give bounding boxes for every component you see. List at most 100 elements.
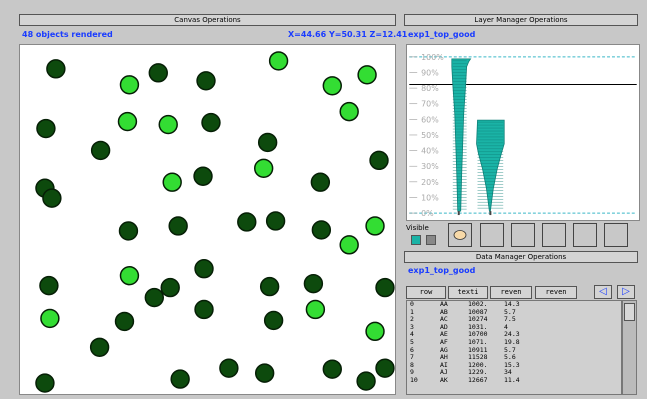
rendered-object-dot[interactable]: [42, 188, 62, 208]
column-header-reven-2[interactable]: reven: [535, 286, 577, 299]
column-header-reven[interactable]: reven: [490, 286, 532, 299]
table-row[interactable]: 1 AB 10087 5.7: [407, 307, 621, 317]
table-cell: 6: [410, 345, 414, 354]
table-cell: AK: [440, 375, 448, 384]
rendered-object-dot[interactable]: [196, 71, 216, 91]
rendered-object-dot[interactable]: [268, 51, 289, 71]
y-tick-label: 40%: [421, 147, 439, 156]
table-cell: 10911: [468, 345, 488, 354]
table-row[interactable]: 7 AH 11528 5.6: [407, 354, 621, 362]
visible-toggle-off[interactable]: [426, 235, 436, 245]
visible-toggle-on[interactable]: [411, 235, 421, 245]
table-cell: 34: [504, 368, 512, 377]
y-tick-label: 10%: [421, 193, 439, 202]
rendered-object-dot[interactable]: [118, 221, 139, 241]
table-cell: 1031.: [468, 322, 488, 331]
rendered-object-dot[interactable]: [193, 166, 213, 186]
rendered-object-dot[interactable]: [39, 275, 59, 296]
rendered-object-dot[interactable]: [339, 101, 359, 122]
table-row[interactable]: 3 AD 1031. 4: [407, 322, 621, 332]
visible-label: Visible: [406, 224, 429, 232]
rendered-object-dot[interactable]: [90, 140, 111, 161]
rendered-object-dot[interactable]: [194, 259, 214, 279]
data-manager-operations-bar[interactable]: Data Manager Operations: [404, 251, 638, 263]
rendered-object-dot[interactable]: [237, 212, 257, 232]
rendered-object-dot[interactable]: [322, 76, 342, 96]
layer-slot-button[interactable]: [604, 223, 628, 247]
rendered-object-dot[interactable]: [322, 359, 342, 379]
rendered-object-dot[interactable]: [265, 211, 286, 231]
table-cell: 5.7: [504, 307, 516, 316]
rendered-object-dot[interactable]: [375, 358, 395, 378]
rendered-object-dot[interactable]: [35, 373, 55, 393]
column-header-row[interactable]: row: [406, 286, 446, 299]
rendered-object-dot[interactable]: [356, 371, 376, 391]
rendered-object-dot[interactable]: [263, 310, 284, 331]
render-canvas[interactable]: [19, 44, 396, 395]
table-row[interactable]: 6 AG 10911 5.7: [407, 345, 621, 355]
table-cell: 5.6: [504, 353, 516, 362]
rendered-object-dot[interactable]: [117, 111, 138, 132]
table-cell: 5.7: [504, 345, 516, 354]
next-page-button[interactable]: ▷: [617, 285, 635, 299]
rendered-object-dot[interactable]: [36, 118, 56, 139]
table-row[interactable]: 9 AJ 1229. 34: [407, 369, 621, 377]
rendered-object-dot[interactable]: [158, 114, 178, 135]
table-cell: AF: [440, 337, 448, 346]
rendered-object-dot[interactable]: [201, 112, 221, 133]
rendered-object-dot[interactable]: [46, 59, 66, 79]
rendered-object-dot[interactable]: [119, 265, 140, 286]
table-row[interactable]: 4 AE 10700 24.3: [407, 331, 621, 339]
table-row[interactable]: 5 AF 1071. 19.8: [407, 337, 621, 347]
table-row[interactable]: 10 AK 12667 11.4: [407, 375, 621, 385]
y-tick-label: 20%: [421, 178, 439, 187]
table-cell: 7.5: [504, 315, 516, 324]
rendered-object-dot[interactable]: [254, 363, 275, 383]
rendered-object-dot[interactable]: [365, 321, 385, 342]
rendered-object-dot[interactable]: [369, 150, 389, 171]
layer-slot-button[interactable]: [480, 223, 504, 247]
rendered-object-dot[interactable]: [357, 65, 377, 85]
rendered-object-dot[interactable]: [311, 220, 332, 240]
rendered-object-dot[interactable]: [194, 299, 214, 320]
rendered-object-dot[interactable]: [119, 75, 140, 95]
rendered-object-dot[interactable]: [114, 311, 135, 332]
rendered-object-dot[interactable]: [259, 276, 280, 297]
rendered-object-dot[interactable]: [375, 277, 395, 298]
table-cell: 4: [410, 330, 414, 339]
layer-style-button[interactable]: [448, 223, 472, 247]
canvas-operations-bar[interactable]: Canvas Operations: [19, 14, 396, 26]
rendered-object-dot[interactable]: [339, 235, 359, 255]
rendered-object-dot[interactable]: [144, 287, 164, 308]
rendered-object-dot[interactable]: [253, 158, 274, 178]
rendered-object-dot[interactable]: [219, 358, 239, 378]
rendered-object-dot[interactable]: [257, 132, 278, 153]
column-header-texti[interactable]: texti: [448, 286, 488, 299]
rendered-object-dot[interactable]: [89, 337, 110, 357]
prev-page-button[interactable]: ◁: [594, 285, 612, 299]
rendered-object-dot[interactable]: [40, 308, 60, 329]
rendered-object-dot[interactable]: [168, 216, 188, 236]
layer-slot-button[interactable]: [511, 223, 535, 247]
rendered-object-dot[interactable]: [148, 63, 168, 83]
rendered-object-dot[interactable]: [310, 172, 331, 192]
table-row[interactable]: 8 AI 1200. 15.3: [407, 360, 621, 370]
table-row[interactable]: 0 AA 1002. 14.3: [407, 301, 621, 309]
table-cell: AC: [440, 315, 448, 324]
rendered-object-dot[interactable]: [162, 172, 182, 192]
rendered-object-dot[interactable]: [160, 277, 180, 298]
rendered-object-dot[interactable]: [170, 369, 190, 389]
rendered-object-dot[interactable]: [305, 299, 326, 320]
layer-slot-button[interactable]: [542, 223, 566, 247]
scrollbar-thumb[interactable]: [624, 303, 635, 321]
layer-manager-operations-bar[interactable]: Layer Manager Operations: [404, 14, 638, 26]
layer-slot-button[interactable]: [573, 223, 597, 247]
rendered-object-dot[interactable]: [303, 273, 324, 294]
layer-distribution-chart: 100% 90% 80% 70% 60% 50% 40% 30% 20% 10% 0%: [406, 44, 640, 221]
y-tick-label: 30%: [421, 162, 439, 171]
table-row[interactable]: 2 AC 10274 7.5: [407, 316, 621, 324]
table-scrollbar[interactable]: [622, 300, 637, 395]
rendered-object-dot[interactable]: [365, 216, 385, 236]
table-cell: 8: [410, 360, 414, 369]
table-cell: AJ: [440, 368, 448, 377]
